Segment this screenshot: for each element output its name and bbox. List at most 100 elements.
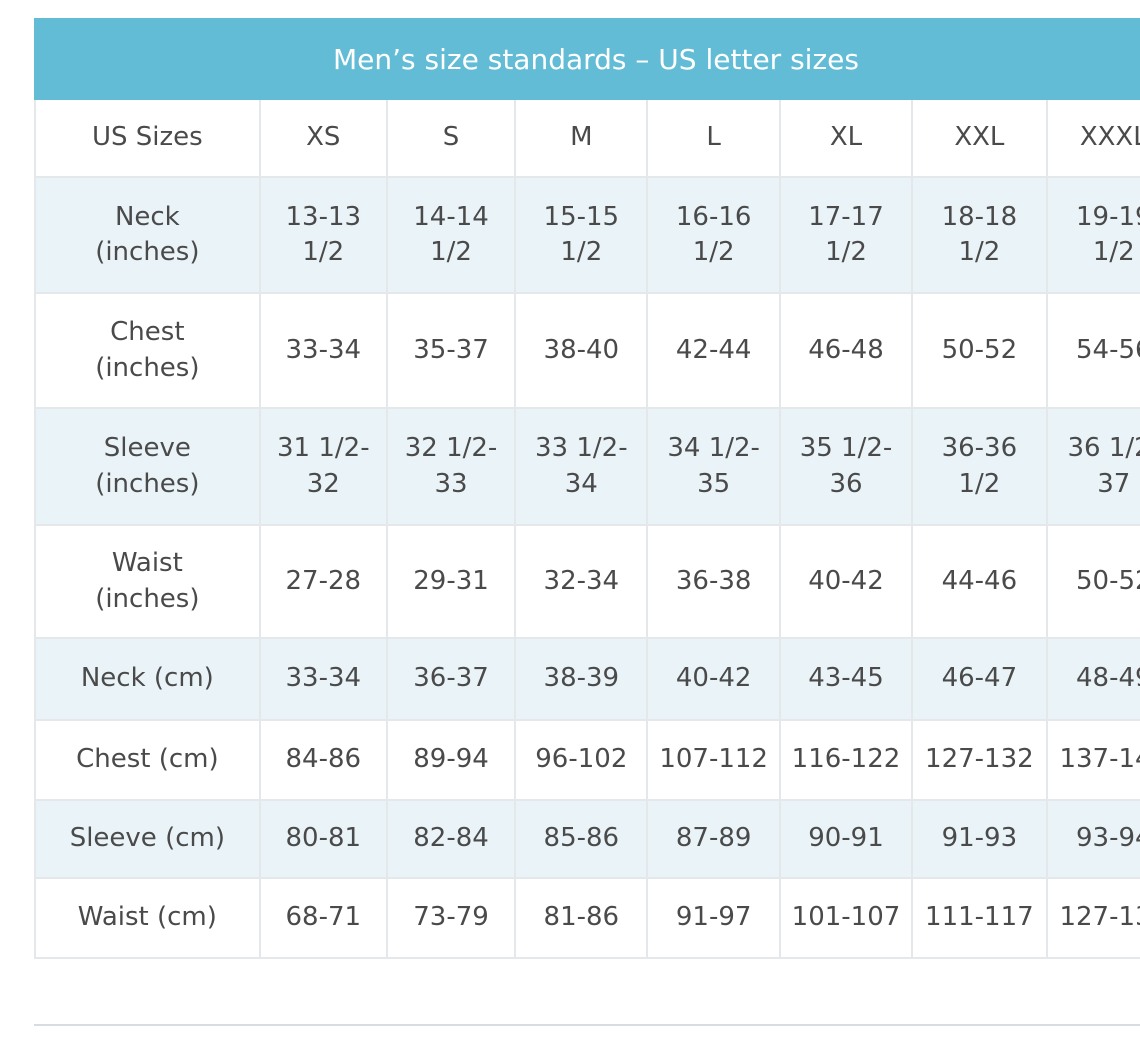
cell-text: 38-40 bbox=[543, 334, 620, 365]
cell-text: 38-39 bbox=[543, 663, 620, 694]
cell-text: 107-112 bbox=[659, 744, 768, 775]
table-cell: XXXL bbox=[1045, 100, 1140, 178]
cell-text: 18-18 1/2 bbox=[941, 201, 1018, 267]
table-cell: M bbox=[514, 100, 648, 178]
table-cell: L bbox=[646, 100, 780, 178]
table-cell: 85-86 bbox=[514, 800, 648, 879]
table-cell: 91-93 bbox=[911, 800, 1047, 879]
table-cell: 33 1/2-34 bbox=[514, 408, 648, 526]
table-cell: 36-37 bbox=[385, 638, 516, 721]
table-cell: 82-84 bbox=[385, 800, 516, 879]
table-cell: 33-34 bbox=[258, 638, 387, 721]
table-cell: 27-28 bbox=[258, 525, 387, 639]
cell-text: 27-28 bbox=[285, 565, 362, 596]
cell-text: 46-48 bbox=[808, 334, 884, 365]
cell-text: US Sizes bbox=[91, 122, 203, 153]
cell-text: 91-93 bbox=[941, 823, 1018, 854]
table-cell: 137-140 bbox=[1045, 720, 1140, 801]
cell-text: 80-81 bbox=[285, 823, 362, 854]
cell-text: Neck (cm) bbox=[80, 663, 214, 694]
row-label-cell: Waist (cm) bbox=[34, 878, 260, 959]
cell-text: XL bbox=[829, 122, 863, 153]
cell-text: Chest (inches) bbox=[95, 317, 200, 383]
cell-text: 19-19 1/2 bbox=[1076, 201, 1140, 267]
table-cell: XXL bbox=[911, 100, 1047, 178]
cell-text: XXXL bbox=[1079, 122, 1140, 153]
cell-text: 96-102 bbox=[535, 744, 628, 775]
table-cell: 81-86 bbox=[514, 878, 648, 959]
cell-text: 68-71 bbox=[285, 902, 362, 933]
cell-text: Chest (cm) bbox=[76, 744, 219, 775]
table-cell: 127-132 bbox=[1045, 878, 1140, 959]
table-row: Waist (cm) 68-71 73-79 81-86 91-97 101-107 111… bbox=[34, 878, 1140, 959]
table-cell: 50-52 bbox=[1045, 525, 1140, 639]
cell-text: 111-117 bbox=[925, 902, 1034, 933]
cell-text: 46-47 bbox=[941, 663, 1018, 694]
table-cell: 36-36 1/2 bbox=[911, 408, 1047, 526]
cell-text: 89-94 bbox=[413, 744, 489, 775]
table-cell: 35 1/2-36 bbox=[778, 408, 913, 526]
table-cell: 90-91 bbox=[778, 800, 913, 879]
cell-text: 31 1/2-32 bbox=[277, 433, 370, 499]
table-cell: 38-40 bbox=[514, 293, 648, 409]
cell-text: 82-84 bbox=[413, 823, 489, 854]
cell-text: 73-79 bbox=[413, 902, 489, 933]
table-cell: 107-112 bbox=[646, 720, 780, 801]
divider bbox=[34, 1024, 1140, 1026]
row-label-cell: Chest (inches) bbox=[34, 293, 260, 409]
cell-text: 116-122 bbox=[791, 744, 901, 775]
cell-text: XS bbox=[306, 122, 341, 153]
table-cell: 17-17 1/2 bbox=[778, 177, 913, 294]
cell-text: 54-56 bbox=[1076, 334, 1140, 365]
table-cell: 50-52 bbox=[911, 293, 1047, 409]
cell-text: 29-31 bbox=[413, 565, 489, 596]
table-cell: 36 1/2-37 bbox=[1045, 408, 1140, 526]
cell-text: 50-52 bbox=[941, 334, 1018, 365]
row-label-cell: Chest (cm) bbox=[34, 720, 260, 801]
table-row: Neck (cm) 33-34 36-37 38-39 40-42 43-45 46-47 4… bbox=[34, 638, 1140, 721]
cell-text: 36-37 bbox=[413, 663, 489, 694]
table-cell: 127-132 bbox=[911, 720, 1047, 801]
cell-text: 40-42 bbox=[675, 663, 752, 694]
cell-text: 91-97 bbox=[675, 902, 752, 933]
table-cell: 31 1/2-32 bbox=[258, 408, 387, 526]
cell-text: 84-86 bbox=[285, 744, 362, 775]
table-cell: 87-89 bbox=[646, 800, 780, 879]
cell-text: XXL bbox=[954, 122, 1005, 153]
table-cell: 111-117 bbox=[911, 878, 1047, 959]
cell-text: Sleeve (cm) bbox=[69, 823, 225, 854]
cell-text: 127-132 bbox=[1059, 902, 1140, 933]
table-cell: 15-15 1/2 bbox=[514, 177, 648, 294]
table-cell: 101-107 bbox=[778, 878, 913, 959]
row-label-cell: Neck (inches) bbox=[34, 177, 260, 294]
cell-text: 87-89 bbox=[675, 823, 752, 854]
table-row: Neck (inches) 13-13 1/2 14-14 1/2 15-15 1/2… bbox=[34, 177, 1140, 294]
table-row: Sleeve (inches) 31 1/2-32 32 1/2-33 33 1/2-… bbox=[34, 408, 1140, 526]
cell-text: 50-52 bbox=[1076, 565, 1140, 596]
table-cell: 44-46 bbox=[911, 525, 1047, 639]
table-cell: 93-94 bbox=[1045, 800, 1140, 879]
table-cell: 84-86 bbox=[258, 720, 387, 801]
cell-text: 43-45 bbox=[808, 663, 884, 694]
table-cell: XS bbox=[258, 100, 387, 178]
row-label-cell: Sleeve (inches) bbox=[34, 408, 260, 526]
table-cell: 32-34 bbox=[514, 525, 648, 639]
table-cell: 46-48 bbox=[778, 293, 913, 409]
table-cell: 73-79 bbox=[385, 878, 516, 959]
table-cell: 19-19 1/2 bbox=[1045, 177, 1140, 294]
cell-text: 14-14 1/2 bbox=[413, 201, 489, 267]
table-cell: 38-39 bbox=[514, 638, 648, 721]
cell-text: S bbox=[442, 122, 460, 153]
cell-text: 35-37 bbox=[413, 334, 489, 365]
table-cell: 54-56 bbox=[1045, 293, 1140, 409]
row-label-cell: Waist (inches) bbox=[34, 525, 260, 639]
cell-text: 137-140 bbox=[1059, 744, 1140, 775]
cell-text: 90-91 bbox=[808, 823, 884, 854]
table-cell: 43-45 bbox=[778, 638, 913, 721]
table-cell: 40-42 bbox=[646, 638, 780, 721]
cell-text: M bbox=[570, 122, 593, 153]
table-cell: 40-42 bbox=[778, 525, 913, 639]
table-row: Chest (cm) 84-86 89-94 96-102 107-112 116-122… bbox=[34, 720, 1140, 801]
table-cell: 33-34 bbox=[258, 293, 387, 409]
cell-text: 127-132 bbox=[925, 744, 1034, 775]
